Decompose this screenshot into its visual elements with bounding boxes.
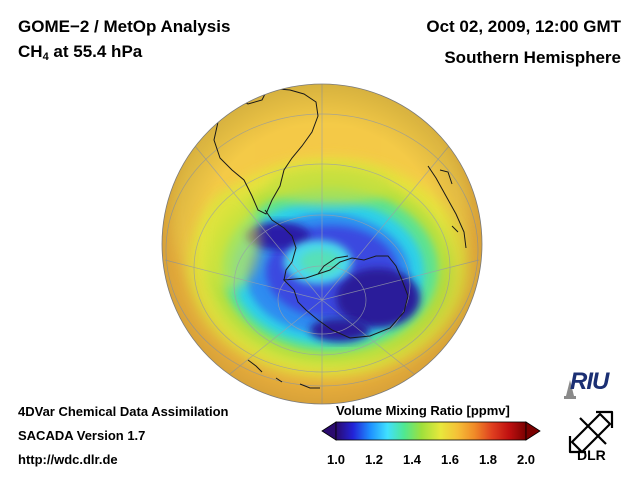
colorbar [321, 421, 541, 441]
footer-line-1: 4DVar Chemical Data Assimilation [18, 404, 229, 419]
riu-logo: RIU [570, 368, 609, 395]
dlr-logo: DLR [577, 447, 606, 463]
colorbar-tick-label: 1.6 [440, 452, 460, 467]
dlr-logo-mark [568, 410, 614, 454]
colorbar-tick-label: 1.0 [326, 452, 346, 467]
footer-url-link[interactable]: http://wdc.dlr.de [18, 452, 118, 467]
datetime-label: Oct 02, 2009, 12:00 GMT [426, 17, 621, 36]
colorbar-title: Volume Mixing Ratio [ppmv] [336, 403, 510, 418]
species-level-label: CH4 at 55.4 hPa [18, 42, 143, 63]
footer-line-2: SACADA Version 1.7 [18, 428, 146, 443]
hemisphere-label: Southern Hemisphere [444, 48, 621, 67]
colorbar-tick-label: 1.8 [478, 452, 498, 467]
colorbar-gradient [335, 421, 527, 441]
colorbar-max-arrow [525, 421, 541, 441]
colorbar-min-arrow [321, 421, 337, 441]
map-title: GOME−2 / MetOp Analysis [18, 17, 231, 36]
colorbar-tick-label: 2.0 [516, 452, 536, 467]
colorbar-tick-label: 1.2 [364, 452, 384, 467]
globe-outline [161, 83, 483, 405]
riu-logo-mark [564, 380, 576, 399]
colorbar-tick-label: 1.4 [402, 452, 422, 467]
globe [162, 84, 482, 404]
